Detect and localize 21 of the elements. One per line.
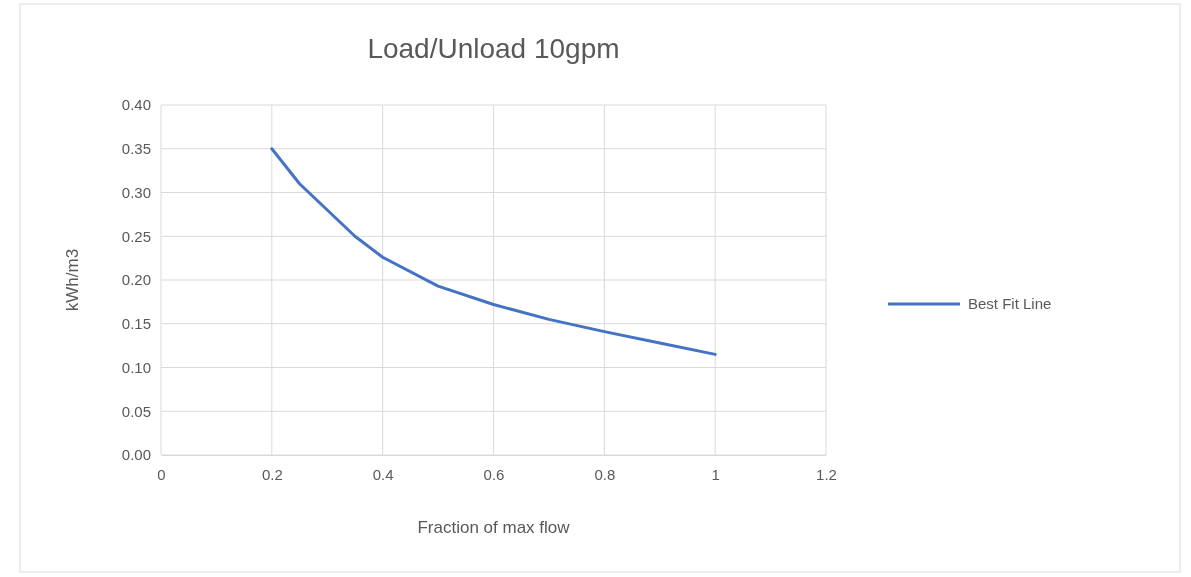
y-axis-title: kWh/m3 bbox=[63, 248, 82, 312]
chart-title: Load/Unload 10gpm bbox=[367, 33, 620, 64]
y-tick-label: 0.20 bbox=[121, 271, 151, 289]
x-tick-label: 0.4 bbox=[372, 465, 394, 483]
x-tick-label: 1.2 bbox=[816, 465, 837, 483]
y-tick-label: 0.35 bbox=[121, 140, 151, 158]
y-tick-label: 0.05 bbox=[121, 402, 151, 420]
x-tick-label: 0.2 bbox=[261, 465, 283, 483]
y-tick-label: 0.15 bbox=[121, 315, 151, 333]
y-tick-label: 0.00 bbox=[121, 446, 151, 464]
x-tick-label: 0 bbox=[157, 465, 166, 483]
y-tick-label: 0.10 bbox=[121, 358, 151, 376]
legend-label: Best Fit Line bbox=[968, 295, 1052, 312]
y-tick-label: 0.40 bbox=[121, 96, 151, 114]
line-series bbox=[270, 147, 717, 356]
x-tick-label: 0.8 bbox=[594, 465, 616, 483]
y-tick-label: 0.25 bbox=[121, 227, 151, 245]
y-tick-label: 0.30 bbox=[121, 183, 151, 201]
x-tick-label: 0.6 bbox=[483, 465, 505, 483]
x-axis-title: Fraction of max flow bbox=[417, 518, 571, 537]
x-tick-label: 1 bbox=[711, 465, 720, 483]
